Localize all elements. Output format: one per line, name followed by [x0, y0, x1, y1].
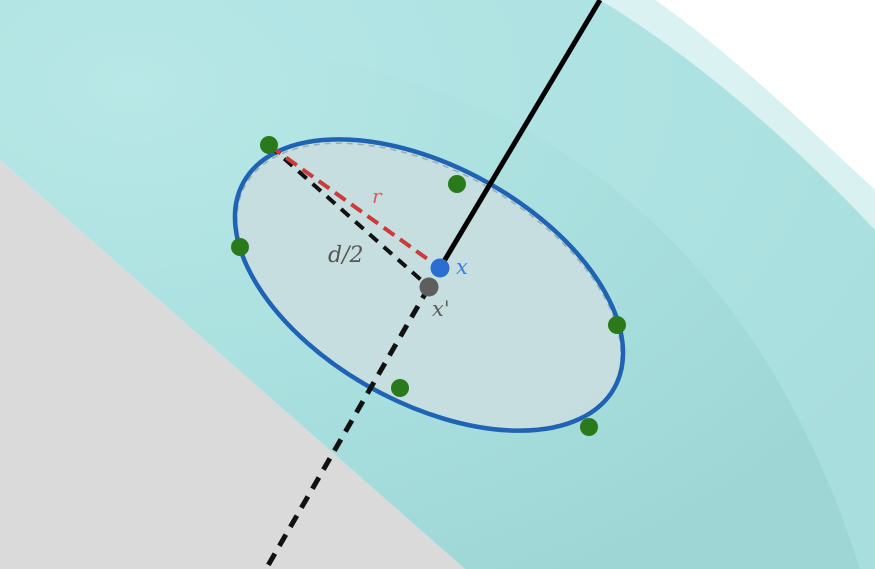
- label-radius: r: [372, 184, 383, 208]
- label-point-x-prime: x': [432, 297, 450, 321]
- sample-point: [448, 175, 466, 193]
- sample-point: [608, 316, 626, 334]
- point-x-prime: [420, 278, 439, 297]
- sample-point: [260, 136, 278, 154]
- point-x: [431, 259, 450, 278]
- sample-point: [580, 418, 598, 436]
- sample-point: [391, 379, 409, 397]
- sample-point: [231, 238, 249, 256]
- label-point-x: x: [456, 255, 468, 279]
- label-half-distance: d/2: [328, 243, 364, 268]
